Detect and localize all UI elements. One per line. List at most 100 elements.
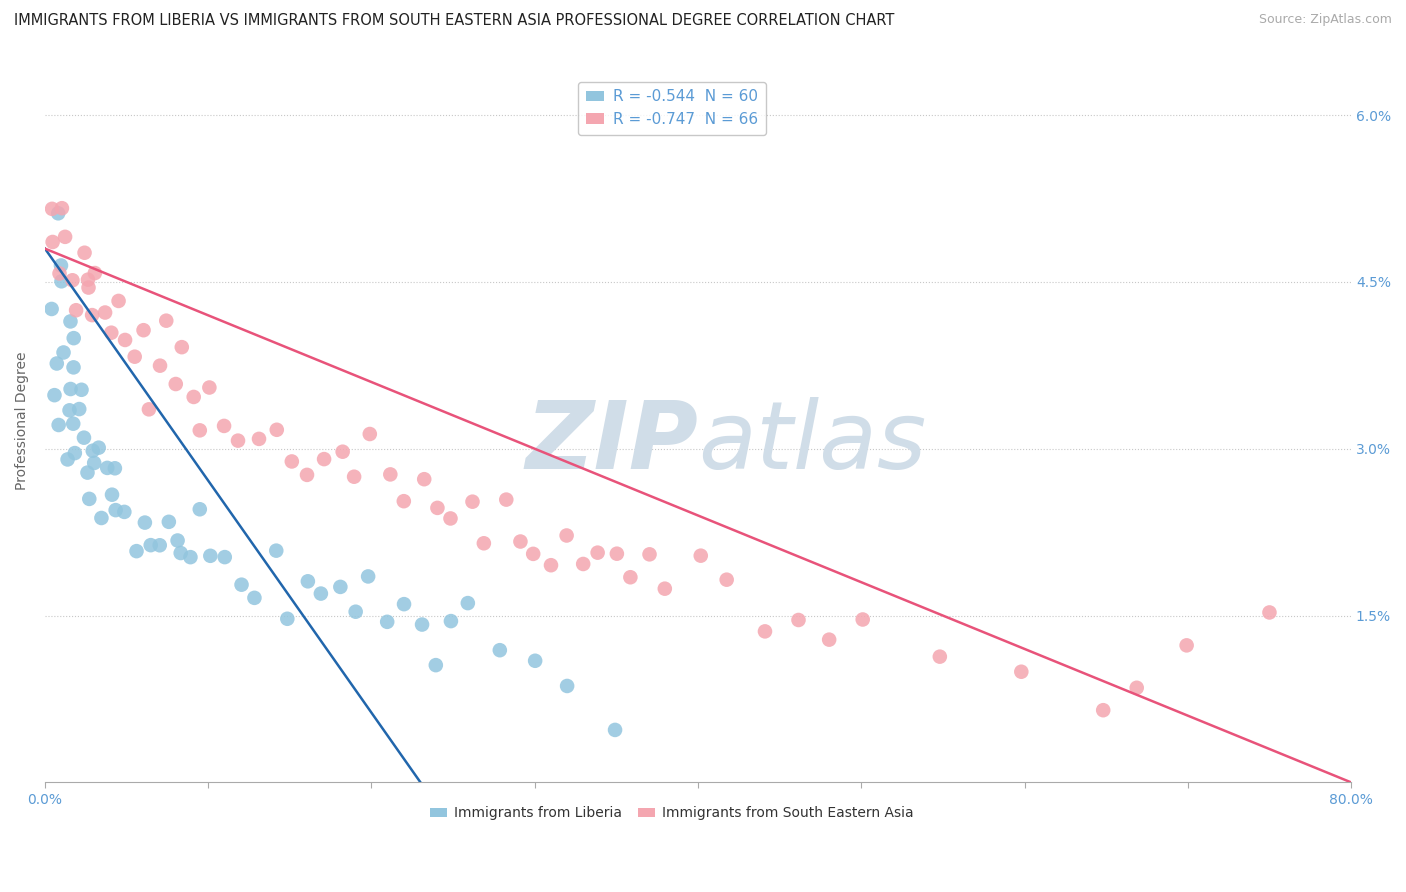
Point xyxy=(411,617,433,632)
Y-axis label: Professional Degree: Professional Degree xyxy=(15,351,30,491)
Point xyxy=(343,469,366,483)
Point xyxy=(716,573,738,587)
Point xyxy=(149,359,172,373)
Point xyxy=(76,466,98,480)
Point xyxy=(266,423,288,437)
Text: IMMIGRANTS FROM LIBERIA VS IMMIGRANTS FROM SOUTH EASTERN ASIA PROFESSIONAL DEGRE: IMMIGRANTS FROM LIBERIA VS IMMIGRANTS FR… xyxy=(14,13,894,29)
Point xyxy=(83,266,105,280)
Point xyxy=(522,547,544,561)
Point xyxy=(200,549,222,563)
Point xyxy=(77,273,100,287)
Point xyxy=(179,550,201,565)
Point xyxy=(62,273,84,287)
Point xyxy=(509,534,531,549)
Point xyxy=(425,658,447,673)
Point xyxy=(392,597,415,611)
Point xyxy=(155,314,177,328)
Text: ZIP: ZIP xyxy=(524,397,697,489)
Point xyxy=(82,443,104,458)
Point xyxy=(58,403,80,417)
Point xyxy=(49,259,72,273)
Point xyxy=(149,538,172,552)
Point xyxy=(375,615,398,629)
Point xyxy=(606,547,628,561)
Point xyxy=(139,538,162,552)
Point xyxy=(295,467,318,482)
Point xyxy=(603,723,626,737)
Point xyxy=(276,612,298,626)
Point xyxy=(59,382,82,396)
Point xyxy=(77,280,100,294)
Point xyxy=(413,472,436,486)
Point xyxy=(555,679,578,693)
Point xyxy=(67,402,90,417)
Point xyxy=(689,549,711,563)
Legend: Immigrants from Liberia, Immigrants from South Eastern Asia: Immigrants from Liberia, Immigrants from… xyxy=(425,801,920,826)
Point xyxy=(62,417,84,431)
Point xyxy=(44,388,66,402)
Point xyxy=(1175,638,1198,652)
Point xyxy=(247,432,270,446)
Point xyxy=(754,624,776,639)
Point xyxy=(380,467,402,482)
Point xyxy=(41,202,63,216)
Point xyxy=(586,546,609,560)
Point xyxy=(226,434,249,448)
Point xyxy=(555,528,578,542)
Point xyxy=(100,326,122,340)
Point xyxy=(124,350,146,364)
Point xyxy=(45,357,67,371)
Point xyxy=(540,558,562,573)
Point xyxy=(83,456,105,470)
Point xyxy=(1125,681,1147,695)
Point xyxy=(472,536,495,550)
Point xyxy=(359,427,381,442)
Point xyxy=(73,245,96,260)
Point xyxy=(495,492,517,507)
Point xyxy=(82,308,104,322)
Point xyxy=(297,574,319,589)
Point xyxy=(62,331,84,345)
Point xyxy=(654,582,676,596)
Point xyxy=(56,452,79,467)
Point xyxy=(104,503,127,517)
Point xyxy=(392,494,415,508)
Point xyxy=(619,570,641,584)
Point xyxy=(264,543,287,558)
Point xyxy=(104,461,127,475)
Point xyxy=(928,649,950,664)
Point xyxy=(166,533,188,548)
Point xyxy=(170,546,193,560)
Point xyxy=(46,206,69,220)
Point xyxy=(344,605,367,619)
Point xyxy=(852,613,875,627)
Point xyxy=(188,423,211,437)
Point xyxy=(1092,703,1115,717)
Point xyxy=(309,586,332,600)
Point xyxy=(212,418,235,433)
Point xyxy=(51,201,73,215)
Point xyxy=(134,516,156,530)
Point xyxy=(114,333,136,347)
Point xyxy=(312,452,335,467)
Point xyxy=(90,511,112,525)
Point xyxy=(281,454,304,468)
Point xyxy=(79,491,101,506)
Point xyxy=(524,654,547,668)
Point xyxy=(214,550,236,565)
Point xyxy=(243,591,266,605)
Point xyxy=(188,502,211,516)
Point xyxy=(183,390,205,404)
Point xyxy=(53,230,76,244)
Point xyxy=(439,511,461,525)
Point xyxy=(198,380,221,394)
Point xyxy=(787,613,810,627)
Text: atlas: atlas xyxy=(697,397,927,488)
Point xyxy=(112,505,135,519)
Point xyxy=(125,544,148,558)
Point xyxy=(87,441,110,455)
Point xyxy=(94,305,117,319)
Point xyxy=(440,614,463,628)
Point xyxy=(332,444,354,458)
Point xyxy=(73,431,96,445)
